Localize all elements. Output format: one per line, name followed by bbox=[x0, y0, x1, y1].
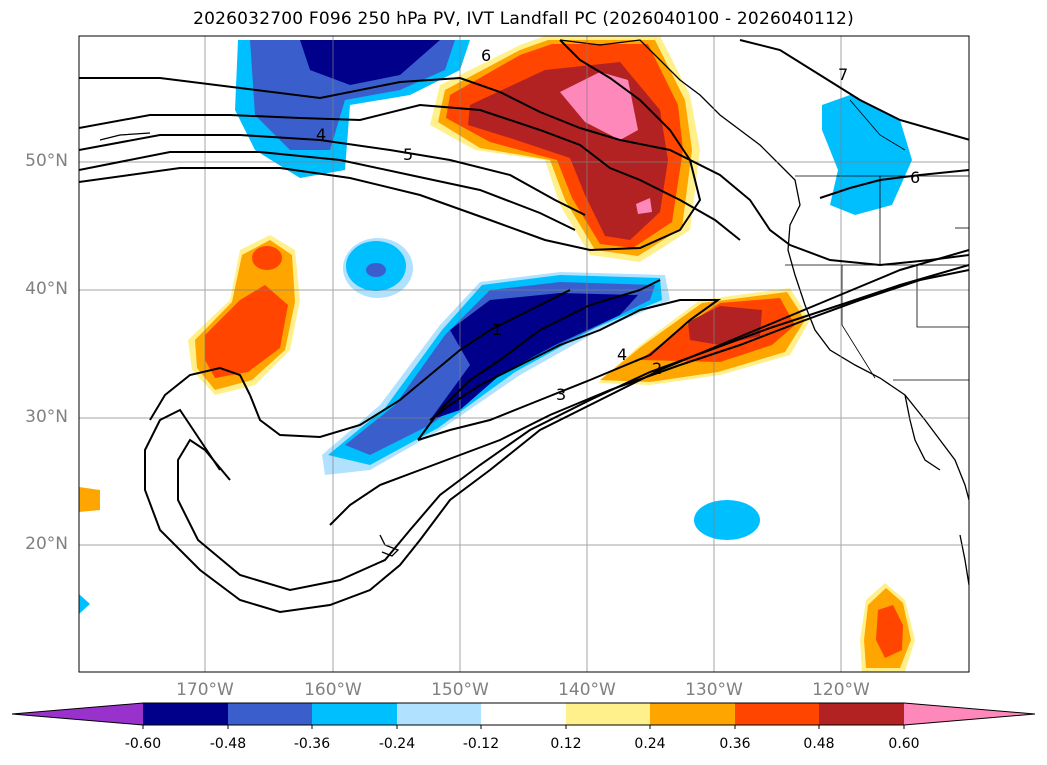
contour-label: 5 bbox=[403, 145, 413, 164]
longitude-label: 120°W bbox=[812, 680, 870, 700]
colorbar-extend-left bbox=[12, 703, 143, 725]
longitude-label: 130°W bbox=[685, 680, 743, 700]
latitude-label: 20°N bbox=[25, 534, 68, 554]
latitude-label: 30°N bbox=[25, 407, 68, 427]
colorbar-segment bbox=[735, 703, 819, 725]
gridlines bbox=[79, 36, 969, 672]
pv-contours bbox=[79, 39, 969, 614]
colorbar-segment bbox=[143, 703, 228, 725]
border-lines bbox=[785, 99, 969, 381]
contour-label: 2 bbox=[652, 359, 662, 378]
colorbar-tick-label: -0.24 bbox=[378, 736, 416, 752]
contour-label-group: 1 2 3 4 4 5 6 6 7 bbox=[316, 46, 920, 404]
colorbar-tick-label: 0.24 bbox=[634, 736, 666, 752]
colorbar-segment bbox=[312, 703, 397, 725]
colorbar-segment bbox=[819, 703, 904, 725]
contour-label: 4 bbox=[617, 345, 627, 364]
pv-anomaly-fill bbox=[79, 36, 915, 672]
colorbar-tick-label: 0.36 bbox=[719, 736, 751, 752]
colorbar-tick-label: -0.60 bbox=[124, 736, 162, 752]
colorbar-segment bbox=[228, 703, 312, 725]
colorbar-segment bbox=[481, 703, 566, 725]
colorbar-tick-label: -0.12 bbox=[462, 736, 500, 752]
colorbar-tick-label: 0.12 bbox=[550, 736, 582, 752]
contour-label: 7 bbox=[838, 65, 848, 84]
colorbar-extend-right bbox=[904, 703, 1035, 725]
colorbar-tick-label: -0.36 bbox=[293, 736, 331, 752]
contour-label: 1 bbox=[492, 320, 502, 339]
colorbar-tick-label: -0.48 bbox=[209, 736, 247, 752]
longitude-label: 160°W bbox=[304, 680, 362, 700]
contour-label: 4 bbox=[316, 125, 326, 144]
contour-label: 6 bbox=[910, 168, 920, 187]
colorbar-segment bbox=[566, 703, 650, 725]
map-frame bbox=[78, 35, 970, 673]
colorbar-segment bbox=[650, 703, 735, 725]
longitude-label: 150°W bbox=[431, 680, 489, 700]
longitude-label: 140°W bbox=[558, 680, 616, 700]
contour-label: 3 bbox=[556, 385, 566, 404]
colorbar bbox=[11, 702, 1036, 729]
latitude-label: 40°N bbox=[25, 279, 68, 299]
colorbar-segment bbox=[397, 703, 481, 725]
longitude-label: 170°W bbox=[176, 680, 234, 700]
colorbar-tick-label: 0.48 bbox=[803, 736, 835, 752]
contour-label: 6 bbox=[481, 46, 491, 65]
figure-title: 2026032700 F096 250 hPa PV, IVT Landfall… bbox=[193, 9, 854, 29]
colorbar-tick-label: 0.60 bbox=[888, 736, 920, 752]
latitude-label: 50°N bbox=[25, 151, 68, 171]
